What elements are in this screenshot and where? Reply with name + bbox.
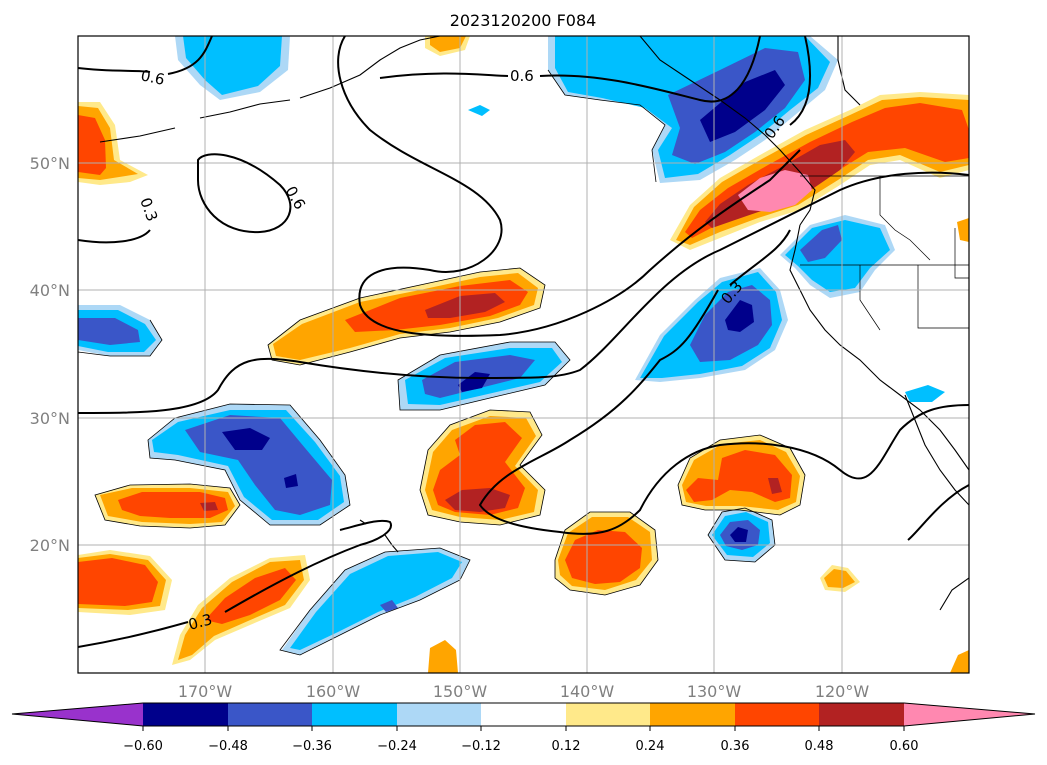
anomaly-region xyxy=(78,115,106,175)
colorbar-segment xyxy=(228,703,312,726)
colorbar-segment xyxy=(735,703,819,726)
lon-label-160w: 160°W xyxy=(306,682,361,701)
anomaly-region xyxy=(380,600,398,612)
map-frame xyxy=(77,35,970,674)
lat-label-20n: 20°N xyxy=(30,536,70,555)
colorbar-tick-label: 0.36 xyxy=(721,739,750,754)
lat-label-40n: 40°N xyxy=(30,281,70,300)
anomaly-region xyxy=(686,450,792,502)
coastlines xyxy=(99,36,969,611)
height-contours xyxy=(78,36,969,648)
lon-label-170w: 170°W xyxy=(178,682,233,701)
negative-anomaly-fields xyxy=(78,36,945,655)
colorbar-tick-label: −0.12 xyxy=(461,739,501,754)
colorbar-tick-label: 0.60 xyxy=(890,739,919,754)
colorbar-extend-min xyxy=(12,703,143,726)
colorbar-tick-label: 0.24 xyxy=(636,739,665,754)
anomaly-region xyxy=(428,640,458,673)
lon-label-140w: 140°W xyxy=(560,682,615,701)
colorbar-tick-label: −0.48 xyxy=(208,739,248,754)
anomaly-region xyxy=(768,478,782,494)
anomaly-region xyxy=(118,492,228,518)
anomaly-region xyxy=(800,225,842,262)
contour-label: 0.3 xyxy=(186,610,214,634)
anomaly-region xyxy=(78,558,158,606)
anomaly-region xyxy=(785,220,890,292)
anomaly-region xyxy=(950,650,969,673)
anomaly-region xyxy=(738,170,812,212)
anomaly-region xyxy=(222,428,270,450)
gridlines xyxy=(78,36,969,673)
colorbar-segment xyxy=(143,703,228,726)
colorbar-segment xyxy=(819,703,904,726)
anomaly-region xyxy=(425,293,505,318)
lon-label-120w: 120°W xyxy=(815,682,870,701)
anomaly-region xyxy=(700,70,785,142)
anomaly-region xyxy=(565,530,642,584)
colorbar-segment xyxy=(566,703,650,726)
contour-label: 0.6 xyxy=(510,67,534,85)
anomaly-region xyxy=(957,218,969,242)
anomaly-region xyxy=(185,415,332,515)
colorbar-segment xyxy=(481,703,566,726)
lat-label-50n: 50°N xyxy=(30,154,70,173)
colorbar-extend-max xyxy=(904,703,1035,726)
lon-label-130w: 130°W xyxy=(687,682,742,701)
colorbar-tick-label: 0.48 xyxy=(805,739,834,754)
anomaly-region xyxy=(445,488,510,512)
anomaly-region xyxy=(284,474,298,488)
anomaly-region xyxy=(430,36,466,52)
colorbar-tick-label: 0.12 xyxy=(552,739,581,754)
lon-label-150w: 150°W xyxy=(433,682,488,701)
anomaly-region xyxy=(725,300,754,332)
colorbar-ticks xyxy=(142,726,905,731)
colorbar-tick-label: −0.60 xyxy=(123,739,163,754)
colorbar-tick-label: −0.36 xyxy=(292,739,332,754)
anomaly-region xyxy=(468,105,490,116)
anomaly-region xyxy=(183,36,282,95)
lat-label-30n: 30°N xyxy=(30,409,70,428)
anomaly-region xyxy=(824,569,855,588)
colorbar-segment xyxy=(397,703,481,726)
anomaly-region xyxy=(78,318,140,345)
map-title: 2023120200 F084 xyxy=(450,11,597,30)
contour-label: 0.6 xyxy=(139,66,166,89)
colorbar-segment xyxy=(312,703,397,726)
colorbar-tick-label: −0.24 xyxy=(377,739,417,754)
anomaly-region xyxy=(433,422,525,515)
anomaly-region xyxy=(905,385,945,402)
anomaly-region xyxy=(730,527,748,542)
colorbar-segment xyxy=(650,703,735,726)
map-area: 0.6 0.6 0.6 0.6 0.3 0.3 0.3 xyxy=(78,36,969,673)
colorbar: −0.60 −0.48 −0.36 −0.24 −0.12 0.12 0.24 … xyxy=(11,702,1036,754)
